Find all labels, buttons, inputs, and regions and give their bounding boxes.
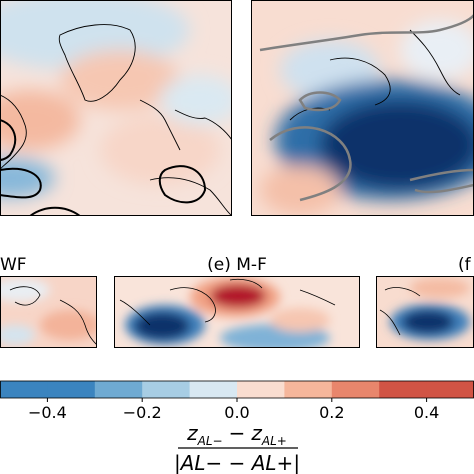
- panel-title-d: WF: [0, 255, 27, 275]
- anomaly-field: [0, 278, 97, 345]
- colorbar-tick-label: −0.2: [123, 403, 162, 422]
- coastlines: [119, 278, 336, 326]
- colorbar-label-numerator: zAL− − zAL+: [186, 421, 287, 448]
- colorbar-cell: [331, 381, 380, 398]
- colorbar-label: zAL− − zAL+ |AL− − AL+|: [174, 421, 300, 474]
- colorbar-tick-label: −0.4: [28, 403, 67, 422]
- anomaly-field: [390, 278, 470, 340]
- anomaly-field: [125, 277, 330, 348]
- colorbar-tick-label: 0.0: [224, 403, 249, 422]
- panel-frame: [114, 276, 360, 348]
- map-panel-f: (f: [376, 255, 474, 348]
- contours: [0, 119, 207, 216]
- colorbar-cell: [237, 381, 285, 398]
- colorbar-tick-label: 0.4: [414, 403, 439, 422]
- colorbar-cell: [426, 381, 474, 398]
- coastlines: [0, 24, 232, 216]
- panel-frame: [0, 276, 97, 348]
- colorbar-cells: [0, 381, 474, 398]
- colorbar-cell: [94, 381, 143, 398]
- map-panel-top-right: [251, 0, 474, 216]
- panel-frame: [0, 0, 232, 216]
- colorbar-cell: [142, 381, 191, 398]
- coastlines: [9, 286, 97, 346]
- colorbar-cell: [379, 381, 428, 398]
- colorbar-cell: [189, 381, 238, 398]
- panel-title-f: (f: [458, 255, 472, 275]
- colorbar-label-denominator: |AL− − AL+|: [174, 451, 300, 474]
- panel-title-e: (e) M-F: [207, 255, 267, 275]
- coastlines: [379, 287, 421, 336]
- map-panel-d: WF: [0, 255, 97, 348]
- colorbar-cell: [0, 381, 48, 398]
- colorbar-ticks: −0.4 −0.2 0.0 0.2 0.4: [28, 398, 439, 422]
- colorbar-cell: [284, 381, 333, 398]
- colorbar: −0.4 −0.2 0.0 0.2 0.4: [0, 380, 474, 422]
- colorbar-tick-label: 0.2: [319, 403, 344, 422]
- map-panel-e: (e) M-F: [114, 255, 360, 348]
- contours: [259, 14, 474, 202]
- map-panel-top-left: [0, 0, 232, 216]
- colorbar-cell: [47, 381, 96, 398]
